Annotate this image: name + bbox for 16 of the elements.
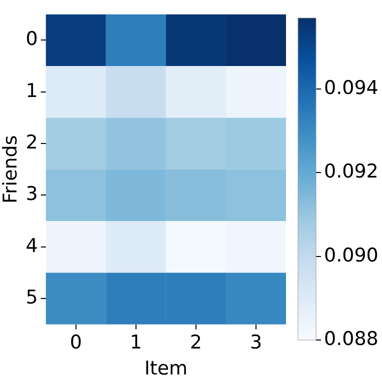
x-tick-label: 2 bbox=[190, 332, 202, 354]
x-axis-title: Item bbox=[144, 358, 188, 380]
y-tick-label: 3 bbox=[26, 183, 38, 206]
y-tick-label: 2 bbox=[26, 132, 38, 154]
x-tick-label: 3 bbox=[250, 332, 262, 354]
y-tick-label: 1 bbox=[26, 80, 38, 102]
y-axis-title: Friends bbox=[0, 135, 22, 204]
y-tick-label: 0 bbox=[26, 28, 38, 50]
x-tick-label: 0 bbox=[70, 332, 82, 354]
color-bar-label: 0.092 bbox=[324, 160, 378, 183]
color-bar-label: 0.088 bbox=[324, 328, 378, 350]
x-tick-label: 1 bbox=[130, 332, 142, 354]
color-bar-label: 0.094 bbox=[324, 77, 378, 100]
y-tick-label: 4 bbox=[26, 234, 38, 257]
y-tick-label: 5 bbox=[26, 286, 38, 309]
color-bar-label: 0.090 bbox=[324, 244, 378, 266]
